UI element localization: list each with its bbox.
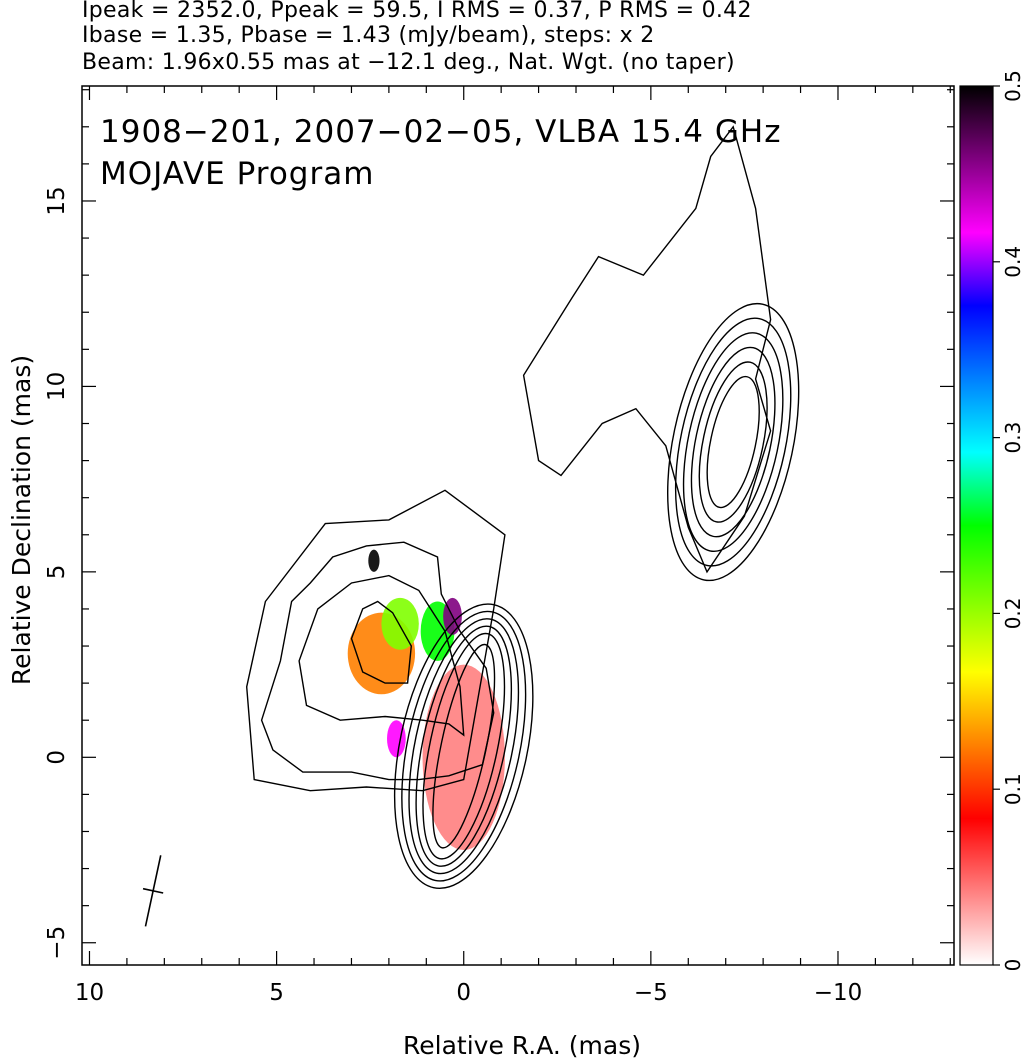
polarization-patch — [387, 720, 406, 758]
axis-ticks — [82, 86, 954, 965]
header-line-1: Ipeak = 2352.0, Ppeak = 59.5, I RMS = 0.… — [82, 0, 752, 23]
y-tick-label: −5 — [44, 926, 70, 960]
polarization-patch — [368, 549, 380, 572]
colorbar-tick-label: 0.5 — [1001, 70, 1022, 102]
colorbar-ticks: 0 0.1 0.2 0.3 0.4 0.5 — [993, 70, 1022, 971]
y-tick-label: 0 — [44, 750, 70, 765]
y-tick-label: 5 — [44, 565, 70, 580]
colorbar-tick-label: 0.1 — [1001, 773, 1022, 805]
y-tick-label: 10 — [44, 372, 70, 401]
polarization-patch — [422, 664, 505, 851]
core-contour — [401, 610, 527, 882]
y-axis-label: Relative Declination (mas) — [7, 355, 36, 685]
polarization-patch — [381, 597, 419, 650]
colorbar — [959, 85, 994, 966]
core-contour — [422, 632, 506, 860]
chart-title: 1908−201, 2007−02−05, VLBA 15.4 GHz — [100, 114, 781, 150]
x-axis-label: Relative R.A. (mas) — [403, 1031, 641, 1060]
chart-subtitle: MOJAVE Program — [100, 156, 374, 192]
outer-contour — [350, 600, 413, 684]
plot-frame — [81, 85, 955, 966]
jet-contour — [682, 332, 784, 552]
colorbar-tick-label: 0.3 — [1001, 422, 1022, 454]
colorbar-tick-label: 0 — [1001, 959, 1022, 972]
header-line-2: Ibase = 1.35, Pbase = 1.43 (mJy/beam), s… — [82, 23, 655, 48]
x-tick-label: 10 — [75, 980, 104, 1006]
core-contour — [415, 625, 513, 867]
jet-contour — [667, 302, 800, 582]
polarization-patches — [347, 549, 505, 851]
outer-contour — [245, 489, 506, 792]
jet-contour — [690, 346, 776, 538]
x-tick-label: −10 — [814, 980, 863, 1006]
colorbar-tick-label: 0.4 — [1001, 246, 1022, 278]
intensity-contours — [142, 125, 800, 927]
outer-contour — [298, 574, 465, 737]
core-contour — [408, 618, 520, 875]
header-line-3: Beam: 1.96x0.55 mas at −12.1 deg., Nat. … — [82, 50, 735, 75]
outer-contour — [522, 125, 772, 574]
x-tick-label: −5 — [634, 980, 668, 1006]
y-tick-label: 15 — [44, 186, 70, 215]
colorbar-tick-label: 0.2 — [1001, 597, 1022, 629]
outer-contour — [260, 541, 495, 781]
jet-contour — [706, 375, 760, 509]
x-tick-label: 5 — [269, 980, 284, 1006]
beam-minor-axis — [142, 887, 164, 894]
jet-contour — [698, 361, 768, 523]
x-tick-label: 0 — [456, 980, 471, 1006]
jet-contour — [674, 317, 792, 567]
